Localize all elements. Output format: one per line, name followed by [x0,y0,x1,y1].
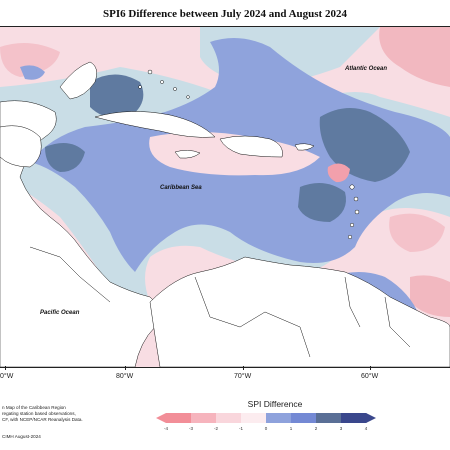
legend-swatch [216,413,242,423]
legend-tick-label: 3 [339,426,343,431]
legend-swatch [316,413,342,423]
legend-tick-label: 0 [264,426,268,431]
label-caribbean: Caribbean Sea [160,185,202,191]
legend-tick-label: 4 [364,426,368,431]
legend-arrow-right [366,413,376,423]
lon-tick [125,366,126,370]
legend-swatch [341,413,367,423]
legend-colorbar [156,413,376,423]
legend-tick-label: 1 [289,426,293,431]
legend-title: SPI Difference [247,399,303,409]
credit-line-4: CIMH August-2024 [2,434,41,439]
legend-tick-label: -1 [238,426,243,431]
lon-tick [5,366,6,370]
legend-tick-label: 2 [314,426,318,431]
credit-line-2: regating station based observations, [2,411,76,416]
credit-line-3: CF, with NCEP/NCAR Reanalysis Data. [2,417,83,422]
credit-line-1: n Map of the Caribbean Region [2,405,66,410]
label-pacific: Pacific Ocean [40,310,80,316]
land-masses [0,61,450,367]
lon-label-60w: 60°W [361,373,379,380]
legend-swatch [191,413,217,423]
country-borders [29,246,411,358]
lon-label-70w: 70°W [234,373,252,380]
map-title: SPI6 Difference between July 2024 and Au… [103,8,347,20]
legend-swatch [166,413,192,423]
legend-tick-label: -4 [163,426,168,431]
lon-tick [370,366,371,370]
lon-label-0: 0°W [0,373,14,380]
legend-swatch [266,413,292,423]
lon-tick [243,366,244,370]
legend-arrow-left [156,413,166,423]
map-canvas: Atlantic Ocean Caribbean Sea Pacific Oce… [0,27,450,367]
label-atlantic: Atlantic Ocean [344,66,387,72]
legend-tick-label: -2 [213,426,218,431]
legend-swatch [241,413,267,423]
lon-label-80w: 80°W [116,373,134,380]
spi-map: Atlantic Ocean Caribbean Sea Pacific Oce… [0,26,450,368]
legend-swatch [291,413,317,423]
legend-tick-label: -3 [188,426,193,431]
